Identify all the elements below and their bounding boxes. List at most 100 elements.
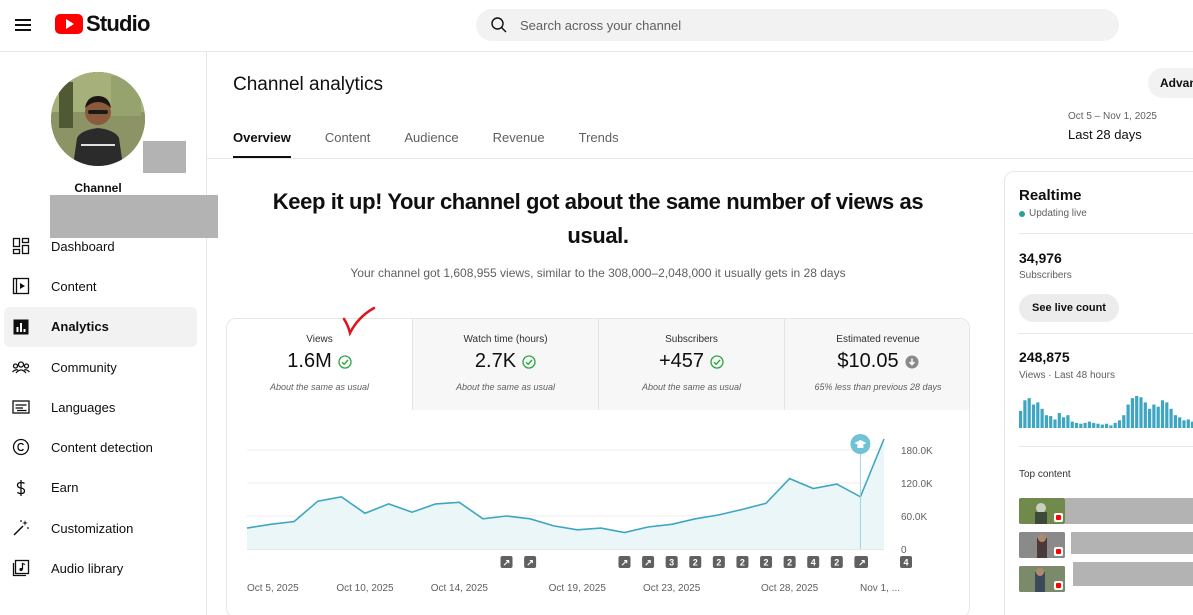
marker-box: [760, 556, 773, 568]
dollar-icon: [16, 479, 26, 496]
metric-views[interactable]: Views 1.6M About the same as usual: [227, 319, 413, 410]
views-area: [247, 439, 884, 549]
metric-subscribers[interactable]: Subscribers +457 About the same as usual: [599, 319, 785, 410]
marker-box: [783, 556, 796, 568]
top-content-thumbnail[interactable]: [1019, 566, 1065, 592]
menu-icon[interactable]: [12, 14, 34, 36]
metric-revenue[interactable]: Estimated revenue $10.05 65% less than p…: [785, 319, 969, 410]
upload-marker[interactable]: 2: [830, 556, 843, 568]
divider: [1019, 233, 1193, 234]
sidebar-item-content-detection[interactable]: Content detection: [0, 427, 207, 467]
date-period-selector[interactable]: Last 28 days: [1068, 127, 1142, 142]
sidebar-item-languages[interactable]: Languages: [0, 387, 207, 427]
tab-audience[interactable]: Audience: [404, 130, 459, 145]
upload-marker[interactable]: ↗: [642, 556, 655, 568]
search-bar[interactable]: [476, 9, 1119, 41]
x-tick-label: Oct 14, 2025: [431, 583, 489, 594]
check-circle-icon: [710, 354, 724, 369]
arrow-down-circle-icon: [905, 355, 919, 368]
realtime-views-bars[interactable]: [1019, 394, 1193, 428]
sidebar-item-content[interactable]: Content: [0, 266, 207, 306]
metric-value: +457: [658, 350, 705, 372]
tab-trends[interactable]: Trends: [578, 130, 619, 145]
upload-marker[interactable]: 3: [665, 556, 678, 568]
realtime-bar: [1092, 422, 1096, 428]
audio-library-icon: [12, 560, 30, 577]
upload-marker[interactable]: 4: [900, 556, 912, 568]
metric-value-row: $10.05: [785, 350, 969, 373]
sidebar: Channel Dashboard Content Analytics Comm…: [0, 52, 218, 615]
top-content-thumbnail[interactable]: [1019, 532, 1065, 558]
sidebar-item-community[interactable]: Community: [0, 347, 207, 387]
x-tick-label: Oct 28, 2025: [761, 583, 819, 594]
realtime-bar: [1027, 398, 1031, 428]
realtime-title: Realtime: [1019, 187, 1082, 204]
advanced-mode-button[interactable]: Advan: [1148, 68, 1193, 98]
marker-count: 4: [811, 558, 816, 568]
upload-marker[interactable]: 2: [783, 556, 796, 568]
sidebar-item-label: Content: [51, 278, 97, 294]
shorts-icon: [1054, 513, 1063, 522]
realtime-bar: [1074, 422, 1079, 428]
upload-marker[interactable]: 2: [736, 556, 749, 568]
metric-note: About the same as usual: [641, 382, 742, 392]
upload-marker[interactable]: ↗: [856, 556, 868, 568]
sidebar-item-dashboard[interactable]: Dashboard: [0, 226, 207, 266]
realtime-bar: [1105, 423, 1109, 428]
see-live-count-button[interactable]: See live count: [1019, 294, 1119, 322]
marker-count: 2: [740, 558, 745, 568]
x-tick-label: Oct 19, 2025: [549, 583, 607, 594]
metric-note: About the same as usual: [269, 382, 370, 392]
search-input[interactable]: [520, 17, 1080, 33]
marker-box: [830, 556, 843, 568]
realtime-bar: [1173, 415, 1177, 428]
realtime-panel: Realtime Updating live 34,976 Subscriber…: [1004, 171, 1193, 615]
realtime-bar: [1066, 415, 1070, 428]
date-range[interactable]: Oct 5 – Nov 1, 2025: [1068, 111, 1157, 122]
marker-count: 3: [669, 558, 674, 568]
metric-value-row: 1.6M: [227, 350, 412, 373]
metric-title: Views: [306, 334, 333, 345]
metric-note: About the same as usual: [455, 382, 556, 392]
upload-marker[interactable]: ↗: [500, 556, 513, 568]
community-icon: [12, 361, 30, 374]
upload-marker[interactable]: 2: [760, 556, 773, 568]
metric-watch-time[interactable]: Watch time (hours) 2.7K About the same a…: [413, 319, 599, 410]
top-content-label: Top content: [1019, 469, 1071, 480]
top-content-thumbnail[interactable]: [1019, 498, 1065, 524]
upload-marker[interactable]: ↗: [524, 556, 537, 568]
graduation-cap-icon: [854, 440, 867, 446]
tab-overview[interactable]: Overview: [233, 122, 291, 158]
upload-marker[interactable]: ↗: [618, 556, 631, 568]
analytics-icon: [13, 319, 29, 335]
search-icon: [491, 17, 507, 33]
sidebar-item-customization[interactable]: Customization: [0, 508, 207, 548]
sidebar-item-analytics[interactable]: Analytics: [4, 306, 197, 347]
upload-marker[interactable]: 2: [689, 556, 702, 568]
check-circle-icon: [522, 354, 536, 369]
marker-count: 2: [787, 558, 792, 568]
tabs-divider: [207, 158, 1193, 159]
marker-box: [712, 556, 725, 568]
realtime-bar: [1130, 398, 1134, 428]
tab-revenue[interactable]: Revenue: [492, 130, 545, 145]
sidebar-item-audio-library[interactable]: Audio library: [0, 548, 207, 588]
annotation-checkmark: [342, 306, 376, 337]
top-bar: Studio: [0, 0, 1193, 52]
upload-marker[interactable]: 4: [807, 556, 820, 568]
views-48h-count: 248,875: [1019, 349, 1070, 365]
realtime-bar: [1096, 423, 1100, 428]
live-status-text: Updating live: [1029, 208, 1087, 219]
y-tick-label: 180.0K: [901, 446, 933, 457]
studio-logo[interactable]: Studio: [55, 11, 150, 36]
divider: [1019, 446, 1193, 447]
realtime-bar: [1126, 404, 1130, 428]
tab-content[interactable]: Content: [324, 130, 371, 145]
marker-count: ↗: [526, 558, 534, 568]
realtime-bar: [1156, 406, 1160, 428]
upload-marker[interactable]: 2: [712, 556, 725, 568]
marker-count: 2: [716, 558, 721, 568]
sidebar-item-earn[interactable]: Earn: [0, 468, 207, 508]
channel-avatar[interactable]: [51, 72, 145, 166]
